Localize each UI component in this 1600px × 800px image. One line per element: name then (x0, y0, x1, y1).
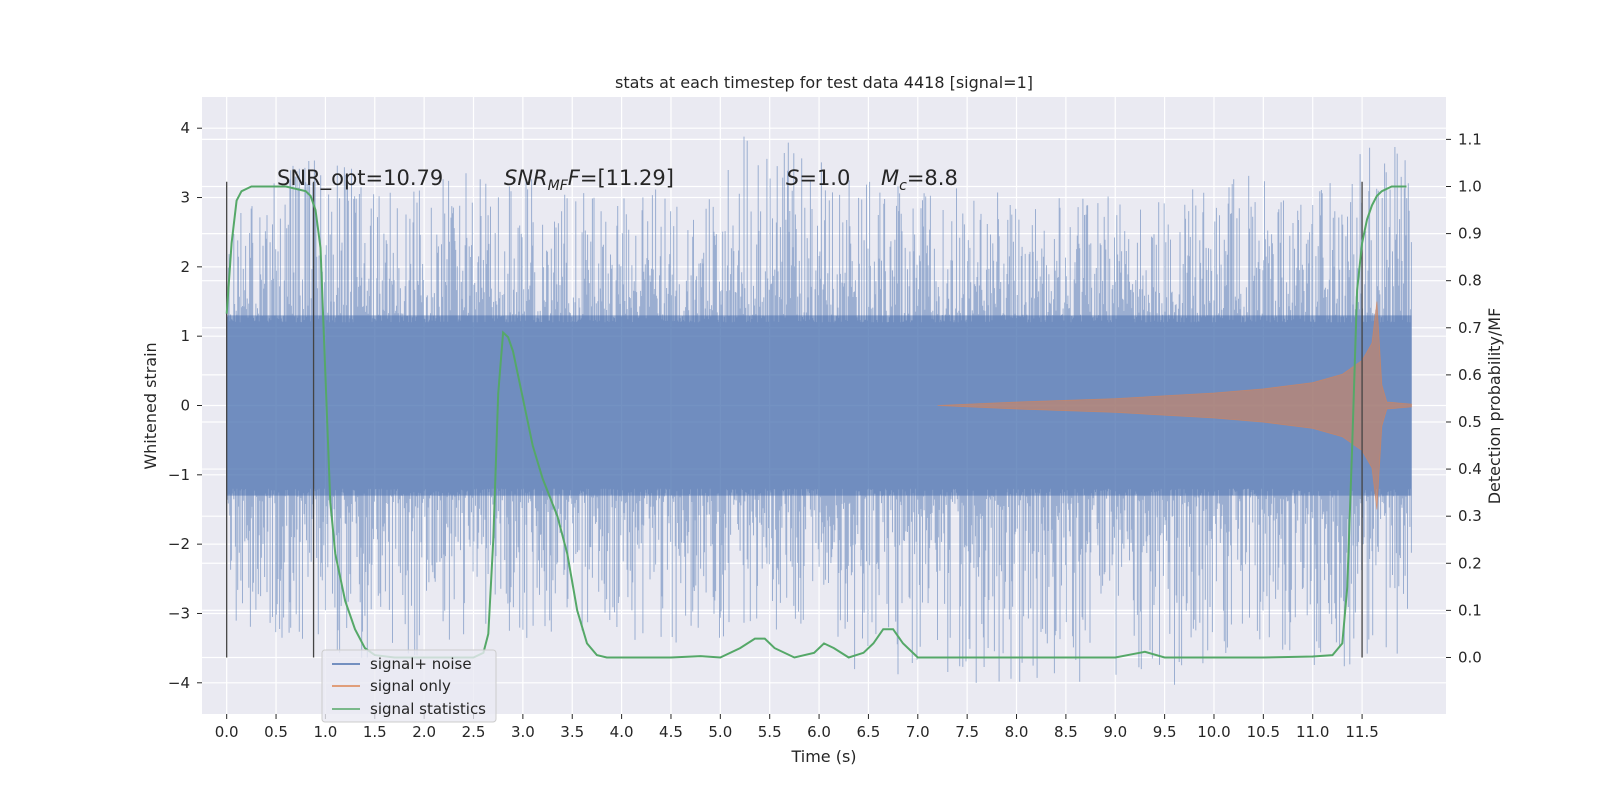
x-tick-label-1: 0.5 (264, 723, 288, 741)
y2-tick-label-10: 1.0 (1458, 177, 1482, 195)
x-tick-label-23: 11.5 (1345, 723, 1378, 741)
y2-tick-label-4: 0.4 (1458, 460, 1482, 478)
x-tick-label-3: 1.5 (363, 723, 387, 741)
x-tick-label-2: 1.0 (313, 723, 337, 741)
x-tick-label-10: 5.0 (708, 723, 732, 741)
y-tick-label-1: −3 (168, 604, 190, 622)
y2-tick-label-3: 0.3 (1458, 507, 1482, 525)
y-axis-ticks: −4 −3 −2 −1 0 1 2 3 4 (168, 119, 202, 692)
snr-mf-symbol: SNR (504, 166, 548, 190)
x-tick-label-9: 4.5 (659, 723, 683, 741)
mc-value: =8.8 (907, 166, 958, 190)
y2-tick-label-7: 0.7 (1458, 319, 1482, 337)
snr-mf-annotation: SNRMFF=[11.29] (504, 166, 674, 194)
legend-label-signal-only: signal only (370, 677, 451, 695)
s-value: =1.0 (799, 166, 850, 190)
y-tick-label-2: −2 (168, 535, 190, 553)
x-tick-label-13: 6.5 (856, 723, 880, 741)
y2-tick-label-5: 0.5 (1458, 413, 1482, 431)
signal-only-series (937, 301, 1412, 510)
legend: signal+ noise signal only signal statist… (321, 649, 497, 723)
signal-statistics-series (225, 185, 1407, 659)
y2-tick-label-8: 0.8 (1458, 272, 1482, 290)
y2-axis-ticks: 0.0 0.1 0.2 0.3 0.4 0.5 0.6 0.7 0.8 0.9 1.0 1.1 (1446, 130, 1482, 666)
snr-mf-value: =[11.29] (580, 166, 674, 190)
s-symbol: S (786, 166, 799, 190)
y-axis-label: Whitened strain (141, 342, 160, 469)
y2-tick-label-0: 0.0 (1458, 648, 1482, 666)
x-tick-label-11: 5.5 (758, 723, 782, 741)
x-tick-label-19: 9.5 (1153, 723, 1177, 741)
x-tick-label-21: 10.5 (1247, 723, 1280, 741)
snr-mf-subscript: MF (548, 178, 569, 194)
x-tick-label-18: 9.0 (1103, 723, 1127, 741)
x-tick-label-12: 6.0 (807, 723, 831, 741)
y-tick-label-3: −1 (168, 466, 190, 484)
x-tick-label-20: 10.0 (1197, 723, 1230, 741)
x-axis-ticks: 0.0 0.5 1.0 1.5 2.0 2.5 3.0 3.5 4.0 4.5 5.0 5.5 6.0 6… (215, 714, 1379, 741)
x-tick-label-17: 8.5 (1054, 723, 1078, 741)
x-tick-label-0: 0.0 (215, 723, 239, 741)
y-tick-label-7: 3 (180, 189, 190, 207)
x-tick-label-16: 8.0 (1005, 723, 1029, 741)
mc-symbol: M (881, 166, 899, 190)
legend-label-signal-noise: signal+ noise (370, 655, 472, 673)
s-annotation: S=1.0 (786, 166, 850, 190)
mc-subscript: c (899, 178, 907, 194)
snr-mf-f: F (568, 166, 581, 190)
y2-tick-label-6: 0.6 (1458, 366, 1482, 384)
x-tick-label-6: 3.0 (511, 723, 535, 741)
signal-only-envelope (937, 301, 1412, 510)
y-tick-label-8: 4 (180, 119, 190, 137)
y-tick-label-6: 2 (180, 258, 190, 276)
y2-tick-label-1: 0.1 (1458, 601, 1482, 619)
y-tick-label-0: −4 (168, 674, 190, 692)
x-tick-label-8: 4.0 (610, 723, 634, 741)
x-tick-label-4: 2.0 (412, 723, 436, 741)
x-tick-label-15: 7.5 (955, 723, 979, 741)
chart-title: stats at each timestep for test data 441… (615, 73, 1033, 92)
y2-axis-label: Detection probability/MF (1485, 308, 1504, 505)
x-tick-label-22: 11.0 (1296, 723, 1329, 741)
mc-annotation: Mc=8.8 (881, 166, 958, 194)
legend-label-signal-statistics: signal statistics (370, 700, 486, 718)
x-tick-label-7: 3.5 (560, 723, 584, 741)
x-tick-label-5: 2.5 (462, 723, 486, 741)
signal-statistics-line (225, 185, 1407, 659)
x-axis-label: Time (s) (790, 747, 856, 766)
y-tick-label-4: 0 (180, 397, 190, 415)
y-tick-label-5: 1 (180, 327, 190, 345)
y2-tick-label-11: 1.1 (1458, 130, 1482, 148)
x-tick-label-14: 7.0 (906, 723, 930, 741)
detection-markers (226, 181, 1363, 658)
snr-opt-annotation: SNR_opt=10.79 (277, 166, 443, 191)
y2-tick-label-9: 0.9 (1458, 225, 1482, 243)
y2-tick-label-2: 0.2 (1458, 554, 1482, 572)
legend-box (321, 649, 497, 723)
